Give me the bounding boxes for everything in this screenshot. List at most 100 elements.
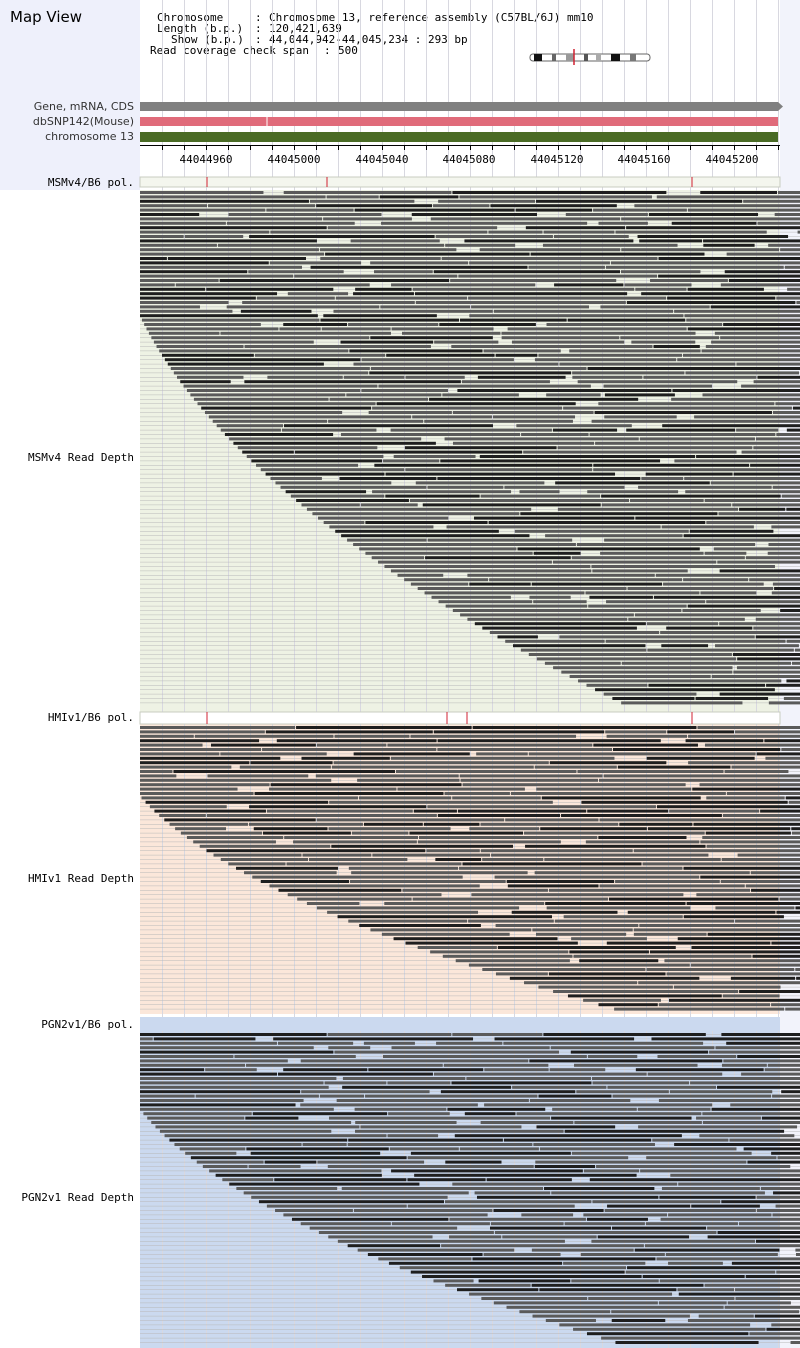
read-bar (710, 481, 800, 485)
read-bar (328, 827, 451, 831)
read-bar (140, 734, 194, 738)
read-bar (649, 950, 800, 954)
read-bar (587, 809, 669, 813)
read-bar (571, 937, 647, 941)
read-bar (638, 485, 772, 489)
read-bar (578, 679, 782, 683)
read-bar (667, 296, 776, 300)
read-bar (587, 367, 800, 370)
read-bar (387, 743, 593, 747)
read-bar (457, 809, 587, 813)
read-bar (549, 1068, 606, 1072)
read-bar (685, 490, 800, 494)
read-bar (309, 199, 415, 203)
read-bar (755, 635, 800, 639)
read-bar (617, 765, 731, 769)
read-bar (410, 1270, 625, 1274)
read-bar (755, 1239, 800, 1243)
read-bar (240, 309, 312, 313)
read-bar (643, 375, 757, 379)
read-bar (482, 858, 544, 861)
read-bar (284, 424, 493, 428)
read-bar (242, 301, 415, 304)
read-bar (634, 1248, 780, 1252)
read-bar (484, 1103, 713, 1107)
read-bar (220, 752, 327, 756)
read-bar (683, 866, 800, 870)
read-bar (275, 1209, 353, 1212)
read-bar (329, 525, 434, 529)
read-bar (561, 670, 733, 674)
read-bar (301, 756, 390, 760)
read-bar (591, 1077, 800, 1080)
read-bar (646, 622, 719, 626)
read-bar (542, 243, 678, 247)
read-bar (612, 748, 781, 751)
read-bar (548, 972, 666, 976)
read-bar (765, 756, 800, 760)
read-bar (611, 1310, 800, 1314)
read-bar (658, 274, 800, 278)
read-bar (523, 450, 737, 454)
read-bar (140, 770, 173, 773)
read-bar (193, 397, 329, 401)
read-bar (687, 327, 800, 331)
read-bar (327, 226, 498, 230)
read-bar (771, 591, 800, 595)
read-bar (528, 752, 756, 756)
read-bar (360, 503, 418, 507)
read-bar (658, 257, 800, 260)
read-bar (140, 230, 270, 234)
read-bar (785, 796, 800, 800)
read-bar (193, 840, 276, 844)
read-bar (600, 551, 704, 555)
read-bar (405, 375, 465, 379)
read-bar (645, 472, 733, 476)
read-bar (705, 831, 791, 835)
read-bar (480, 1121, 574, 1124)
pgn-read-depth-label: PGN2v1 Read Depth (21, 1191, 134, 1204)
read-bar (553, 235, 629, 238)
read-bar (302, 853, 372, 857)
read-bar (673, 985, 781, 989)
read-bar (442, 954, 573, 958)
read-bar (671, 397, 800, 401)
read-bar (140, 292, 278, 296)
read-bar (480, 822, 619, 826)
read-bar (174, 1143, 302, 1146)
read-bar (520, 512, 718, 516)
read-bar (577, 770, 724, 773)
read-bar (372, 853, 491, 857)
read-bar (173, 371, 369, 375)
read-bar (323, 314, 437, 318)
read-bar (538, 1094, 612, 1098)
read-bar (570, 1050, 709, 1054)
read-bar (140, 301, 229, 304)
read-bar (563, 915, 683, 919)
read-bar (468, 296, 667, 300)
read-bar (387, 1081, 451, 1085)
read-bar (186, 389, 361, 392)
read-bar (273, 1037, 474, 1041)
read-bar (445, 1283, 531, 1287)
read-bar (796, 976, 800, 980)
read-bar (626, 226, 800, 230)
read-bar (435, 235, 553, 238)
left-label-panel (0, 190, 140, 1348)
read-bar (249, 805, 427, 809)
read-bar (539, 1147, 737, 1151)
read-bar (704, 551, 747, 555)
read-bar (687, 287, 764, 291)
read-bar (489, 631, 660, 634)
read-bar (688, 734, 800, 738)
read-bar (145, 800, 329, 804)
read-bar (704, 743, 800, 747)
read-bar (159, 1129, 332, 1133)
read-bar (612, 1094, 772, 1098)
msm-read-depth-label: MSMv4 Read Depth (28, 451, 134, 464)
read-bar (774, 587, 800, 590)
read-bar (661, 525, 754, 529)
read-bar (346, 393, 442, 397)
read-bar (320, 318, 459, 322)
